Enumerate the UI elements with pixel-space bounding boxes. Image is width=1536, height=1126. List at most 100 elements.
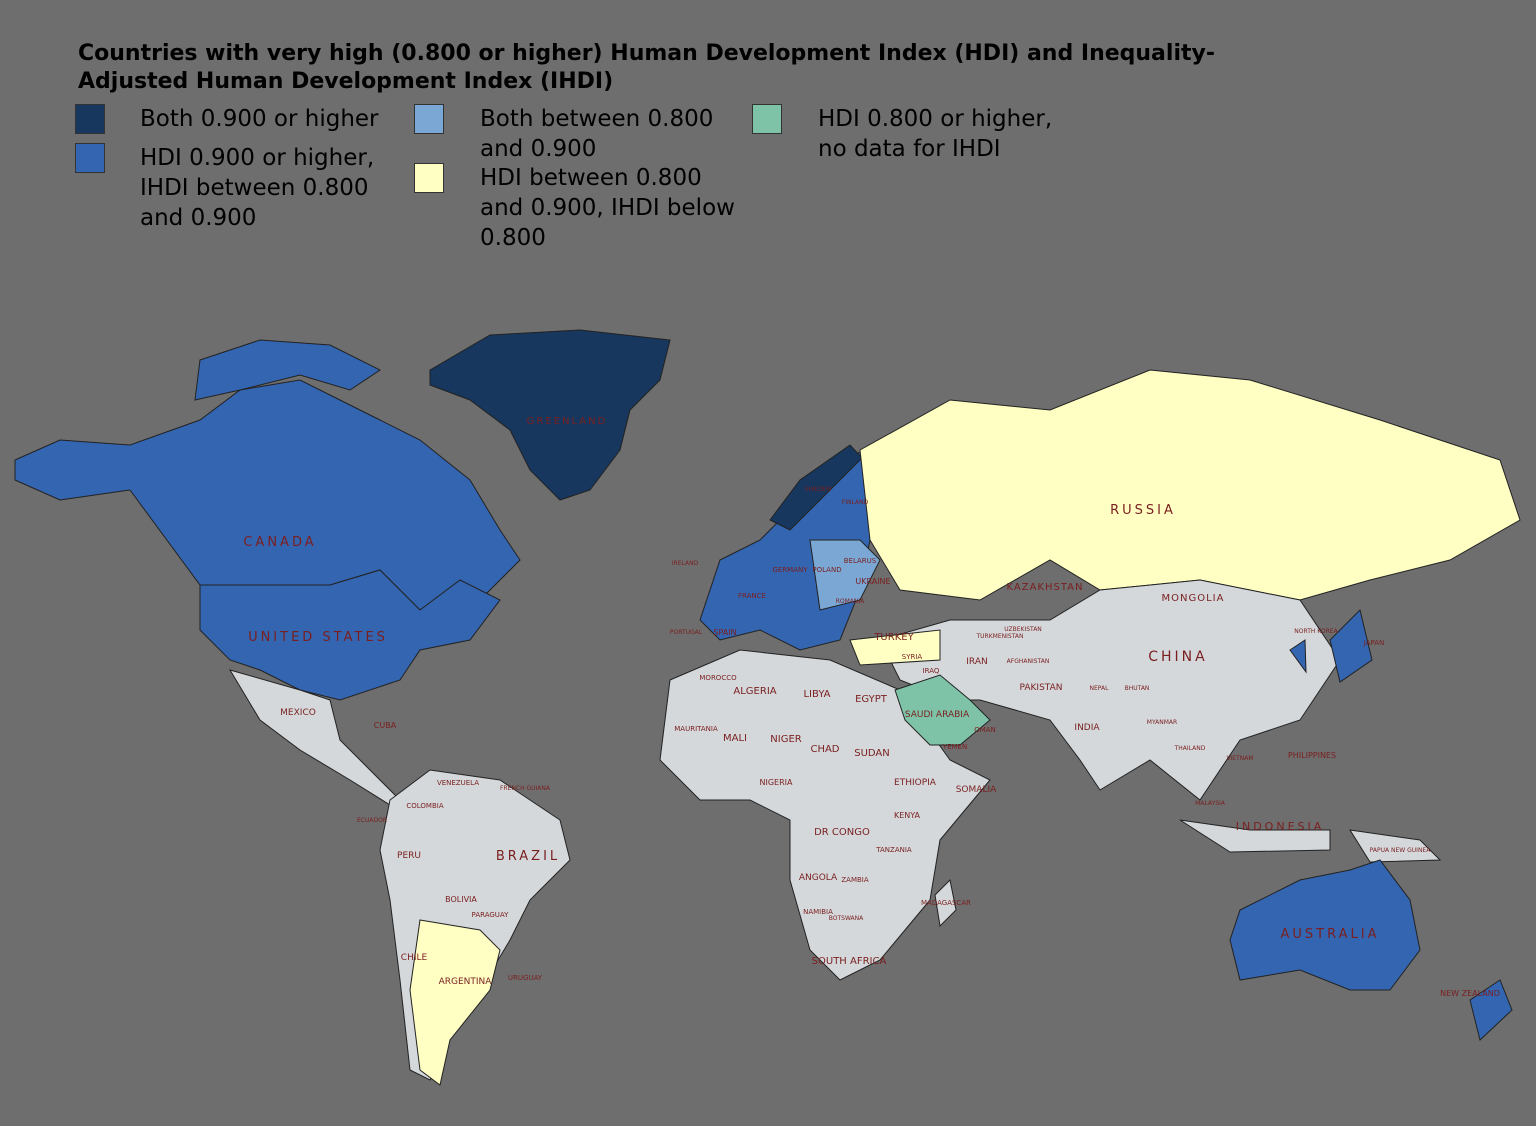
legend-swatch [75,104,105,134]
country-label: NIGERIA [760,778,794,787]
country-label: YEMEN [942,743,967,751]
region [409,919,501,1086]
region [14,379,521,611]
title: Countries with very high (0.800 or highe… [78,40,1215,96]
country-label: FRANCE [738,592,766,600]
region [1329,609,1373,683]
country-label: POLAND [812,566,841,574]
country-label: DR CONGO [814,827,870,838]
legend-text: HDI 0.900 or higher, [140,145,375,171]
country-label: LIBYA [803,689,830,700]
country-label: UNITED STATES [248,630,388,645]
country-label: TANZANIA [875,846,912,854]
country-label: ZAMBIA [841,876,868,884]
region [879,579,1341,801]
legend-swatch [75,143,105,173]
country-label: SPAIN [713,628,736,637]
country-label: ECUADOR [357,817,387,824]
country-label: EGYPT [855,694,888,705]
country-label: IRAN [966,657,987,667]
legend-text: IHDI between 0.800 [140,175,369,201]
country-label: COLOMBIA [406,802,443,810]
country-label: KENYA [894,811,921,820]
legend-swatch [414,163,444,193]
region [194,339,381,401]
region [849,629,941,666]
legend-text: and 0.900, IHDI below [480,195,735,221]
country-label: UKRAINE [855,577,890,586]
legend-text: Both 0.900 or higher [140,106,379,132]
country-label: INDONESIA [1236,820,1325,833]
country-label: ALGERIA [733,686,776,697]
region [894,674,991,746]
region [1349,829,1442,863]
country-label: SYRIA [902,653,923,661]
country-label: ARGENTINA [439,977,493,987]
country-label: PHILIPPINES [1288,751,1336,760]
region [1179,819,1331,853]
legend-text: and 0.900 [140,205,257,231]
country-label: ETHIOPIA [894,778,937,788]
country-label: NORTH KOREA [1294,628,1338,635]
country-label: FRENCH GUIANA [500,785,551,792]
region [809,539,881,611]
region [659,649,991,981]
country-label: IRAQ [923,667,940,675]
country-label: BOTSWANA [829,915,864,922]
title-line: Adjusted Human Development Index (IHDI) [78,69,614,94]
country-label: AFGHANISTAN [1007,658,1050,665]
country-label: KAZAKHSTAN [1007,582,1084,593]
country-label: ANGOLA [799,873,838,883]
country-label: PORTUGAL [670,629,703,636]
country-label: SWEDEN [805,486,831,493]
country-label: TURKEY [873,632,914,643]
country-label: GERMANY [772,566,808,574]
region [379,769,571,1081]
country-label: URUGUAY [508,974,543,982]
country-label: MOROCCO [699,674,737,682]
country-label: PAPUA NEW GUINEA [1370,847,1432,854]
country-label: VIETNAM [1226,755,1253,762]
legend-text: and 0.900 [480,136,597,162]
country-label: CANADA [243,535,316,550]
country-label: VENEZUELA [437,779,479,787]
country-label: NAMIBIA [803,908,833,916]
legend-entry: Both 0.900 or higher [140,104,379,134]
region [199,569,501,701]
country-label: INDIA [1074,723,1100,733]
region [859,369,1521,601]
country-label: NIGER [770,734,801,745]
country-label: PARAGUAY [472,911,510,919]
country-label: TURKMENISTAN [976,633,1024,640]
region [1229,859,1421,991]
country-label: AUSTRALIA [1281,927,1380,942]
country-label: BHUTAN [1125,685,1150,692]
country-label: MYANMAR [1147,719,1177,726]
country-label: CHAD [810,744,839,755]
legend-entry: Both between 0.800 and 0.900 [480,104,713,164]
country-label: FINLAND [842,499,869,506]
country-label: MEXICO [280,708,316,718]
country-label: MADAGASCAR [921,899,971,907]
country-label: SOMALIA [956,785,997,795]
country-label: ROMANIA [836,598,865,605]
country-label: MONGOLIA [1162,593,1225,604]
legend-swatch [752,104,782,134]
country-label: BELARUS [844,557,877,565]
legend-entry: HDI 0.800 or higher, no data for IHDI [818,104,1052,164]
country-label: BRAZIL [496,849,560,864]
legend-entry: HDI between 0.800 and 0.900, IHDI below 0.… [480,163,735,253]
country-label: NEW ZEALAND [1440,989,1500,998]
region [1469,979,1513,1041]
country-label: THAILAND [1174,745,1206,752]
country-label: CUBA [374,721,397,730]
legend-swatch [414,104,444,134]
legend-entry: HDI 0.900 or higher, IHDI between 0.800 an… [140,143,374,233]
country-label: NEPAL [1090,685,1110,692]
country-label: BOLIVIA [445,895,477,904]
legend-text: HDI 0.800 or higher, [818,106,1053,132]
country-label: MALI [723,733,747,744]
country-label: GREENLAND [527,416,608,427]
